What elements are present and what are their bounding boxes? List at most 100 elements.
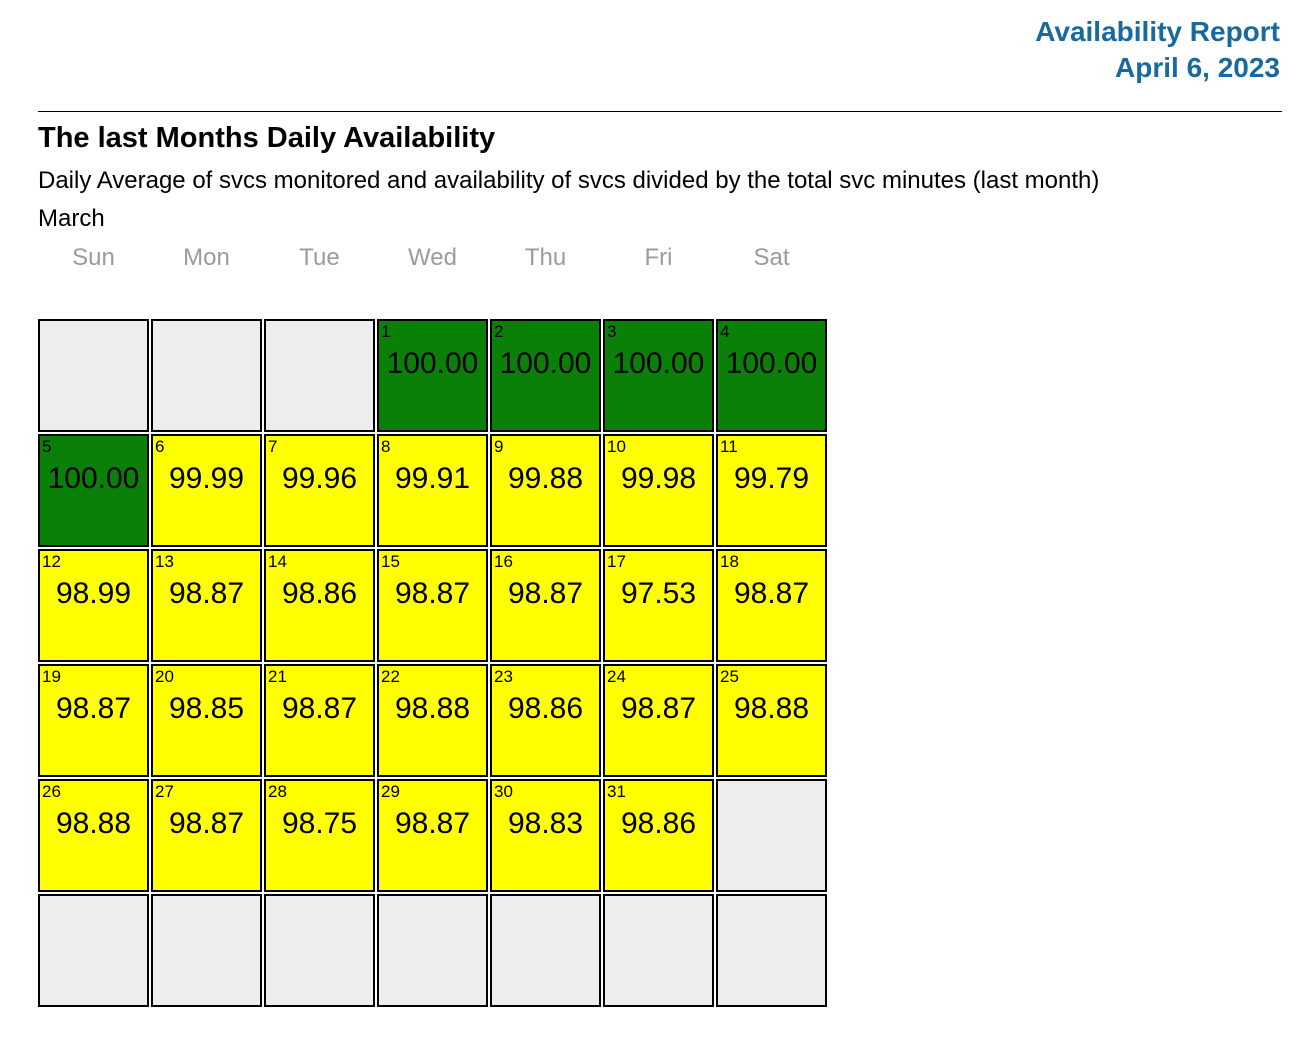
day-number: 21 [268,667,287,686]
day-number: 3 [607,322,617,341]
calendar-day-19: 19 98.87 [38,664,149,777]
calendar-day-7: 7 99.96 [264,434,375,547]
availability-value: 98.86 [507,692,584,725]
calendar-day-24: 24 98.87 [603,664,714,777]
calendar-day-25: 25 98.88 [716,664,827,777]
availability-value: 98.87 [733,577,810,610]
day-number: 13 [155,552,174,571]
availability-value: 99.91 [394,462,471,495]
header-divider [38,111,1282,112]
calendar-day-28: 28 98.75 [264,779,375,892]
report-header: Availability Report April 6, 2023 [0,0,1312,86]
availability-value: 98.86 [281,577,358,610]
weekday-label-tue: Tue [299,244,340,271]
calendar-empty-cell [377,894,488,1007]
calendar-day-9: 9 99.88 [490,434,601,547]
day-number: 8 [381,437,391,456]
month-label: March [38,205,105,232]
weekday-label-mon: Mon [183,244,230,271]
availability-value: 98.86 [620,807,697,840]
availability-value: 98.88 [55,807,132,840]
availability-value: 99.79 [733,462,810,495]
availability-value: 99.98 [620,462,697,495]
calendar-day-30: 30 98.83 [490,779,601,892]
weekday-header-row: Sun Mon Tue Wed Thu Fri Sat [38,244,1312,272]
calendar-day-8: 8 99.91 [377,434,488,547]
calendar-day-23: 23 98.86 [490,664,601,777]
calendar-empty-cell [716,894,827,1007]
day-number: 10 [607,437,626,456]
availability-value: 100.00 [612,347,705,380]
calendar-day-10: 10 99.98 [603,434,714,547]
calendar-empty-cell [38,319,149,432]
report-title: Availability Report [1035,16,1280,47]
calendar-empty-cell [38,894,149,1007]
day-number: 6 [155,437,165,456]
calendar-empty-cell [264,319,375,432]
calendar-day-13: 13 98.87 [151,549,262,662]
availability-value: 98.99 [55,577,132,610]
availability-value: 98.87 [394,577,471,610]
day-number: 14 [268,552,287,571]
calendar-day-20: 20 98.85 [151,664,262,777]
day-number: 27 [155,782,174,801]
day-number: 5 [42,437,52,456]
availability-value: 100.00 [499,347,592,380]
calendar-day-16: 16 98.87 [490,549,601,662]
calendar-day-3: 3 100.00 [603,319,714,432]
calendar-day-5: 5 100.00 [38,434,149,547]
availability-value: 98.87 [55,692,132,725]
availability-value: 98.87 [168,577,245,610]
day-number: 30 [494,782,513,801]
day-number: 12 [42,552,61,571]
day-number: 18 [720,552,739,571]
availability-value: 98.83 [507,807,584,840]
availability-value: 97.53 [620,577,697,610]
availability-value: 98.87 [394,807,471,840]
calendar-day-22: 22 98.88 [377,664,488,777]
availability-value: 99.99 [168,462,245,495]
availability-value: 98.87 [281,692,358,725]
availability-value: 98.87 [620,692,697,725]
calendar-day-14: 14 98.86 [264,549,375,662]
day-number: 16 [494,552,513,571]
weekday-label-sun: Sun [72,244,115,271]
calendar-day-29: 29 98.87 [377,779,488,892]
day-number: 9 [494,437,504,456]
calendar-day-15: 15 98.87 [377,549,488,662]
availability-value: 98.87 [168,807,245,840]
weekday-label-fri: Fri [644,244,673,271]
availability-value: 100.00 [725,347,818,380]
calendar-empty-cell [264,894,375,1007]
availability-calendar: 1 100.00 2 100.00 3 100.00 4 100.00 5 100.00 6 99.9… [38,319,827,1007]
day-number: 28 [268,782,287,801]
calendar-day-26: 26 98.88 [38,779,149,892]
report-date: April 6, 2023 [1115,52,1280,83]
availability-value: 100.00 [47,462,140,495]
day-number: 15 [381,552,400,571]
day-number: 19 [42,667,61,686]
day-number: 11 [720,437,738,456]
availability-value: 98.87 [507,577,584,610]
availability-value: 98.75 [281,807,358,840]
calendar-day-4: 4 100.00 [716,319,827,432]
availability-value: 98.85 [168,692,245,725]
availability-value: 98.88 [394,692,471,725]
availability-value: 100.00 [386,347,479,380]
calendar-day-2: 2 100.00 [490,319,601,432]
day-number: 4 [720,322,730,341]
weekday-label-wed: Wed [408,244,457,271]
day-number: 2 [494,322,504,341]
section-heading: The last Months Daily Availability [38,122,496,154]
day-number: 23 [494,667,513,686]
day-number: 26 [42,782,61,801]
calendar-day-6: 6 99.99 [151,434,262,547]
availability-value: 99.96 [281,462,358,495]
calendar-empty-cell [151,319,262,432]
calendar-empty-cell [151,894,262,1007]
calendar-day-21: 21 98.87 [264,664,375,777]
calendar-day-17: 17 97.53 [603,549,714,662]
weekday-label-thu: Thu [524,244,567,271]
calendar-day-11: 11 99.79 [716,434,827,547]
section-description: Daily Average of svcs monitored and avai… [38,167,1100,194]
